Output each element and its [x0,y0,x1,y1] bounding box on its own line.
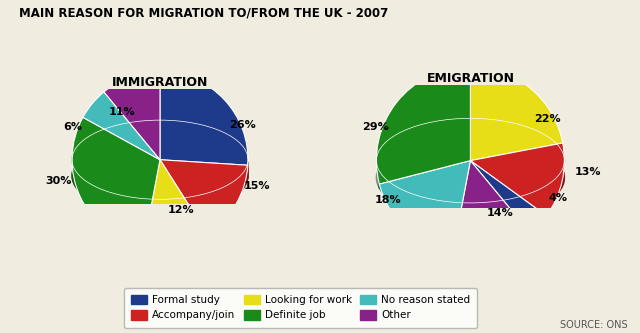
Text: 22%: 22% [534,114,561,124]
Polygon shape [531,185,547,210]
Text: 29%: 29% [362,123,388,133]
Polygon shape [160,160,207,209]
Text: 18%: 18% [375,195,401,205]
Polygon shape [72,141,143,214]
Text: MAIN REASON FOR MIGRATION TO/FROM THE UK - 2007: MAIN REASON FOR MIGRATION TO/FROM THE UK… [19,7,388,20]
Polygon shape [452,161,470,219]
Text: 13%: 13% [575,167,601,177]
Title: IMMIGRATION: IMMIGRATION [112,76,208,89]
Wedge shape [72,117,160,246]
Wedge shape [143,160,207,248]
Polygon shape [470,161,531,210]
Wedge shape [452,161,531,255]
Wedge shape [104,72,160,160]
Polygon shape [380,161,470,188]
Text: 15%: 15% [244,180,270,190]
Polygon shape [207,162,248,209]
Polygon shape [160,160,248,178]
Text: 14%: 14% [487,208,514,218]
Wedge shape [160,160,248,234]
Wedge shape [160,72,248,165]
Ellipse shape [376,135,564,220]
Wedge shape [470,143,564,216]
Wedge shape [470,161,547,233]
Legend: Formal study, Accompany/join, Looking for work, Definite job, No reason stated, : Formal study, Accompany/join, Looking fo… [124,287,477,328]
Polygon shape [452,161,470,219]
Polygon shape [547,153,564,202]
Polygon shape [143,160,160,214]
Polygon shape [160,160,248,178]
Polygon shape [380,171,452,219]
Text: SOURCE: ONS: SOURCE: ONS [559,320,627,330]
Title: EMIGRATION: EMIGRATION [426,72,515,86]
Text: 4%: 4% [548,193,568,203]
Polygon shape [470,161,547,202]
Ellipse shape [72,136,248,215]
Polygon shape [380,161,470,188]
Text: 12%: 12% [168,204,195,214]
Wedge shape [83,92,160,160]
Text: 6%: 6% [64,123,83,133]
Text: 30%: 30% [45,176,71,186]
Polygon shape [143,160,160,214]
Wedge shape [376,67,470,184]
Polygon shape [160,160,207,209]
Text: 26%: 26% [228,120,255,130]
Polygon shape [470,161,547,202]
Text: 11%: 11% [109,107,135,117]
Wedge shape [470,67,563,161]
Polygon shape [143,193,207,215]
Polygon shape [470,161,531,210]
Polygon shape [452,193,531,220]
Wedge shape [380,161,470,253]
